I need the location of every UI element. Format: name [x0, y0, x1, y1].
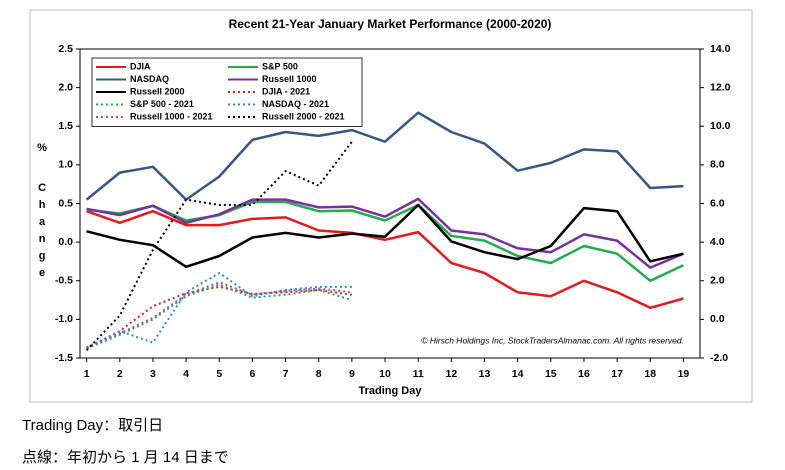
- y-tick-label: 2.5: [58, 43, 73, 55]
- y-tick-label: 0.0: [58, 236, 73, 248]
- y2-tick-label: -2.0: [710, 352, 728, 364]
- y2-tick-label: 2.0: [710, 275, 725, 287]
- legend-box: [91, 57, 363, 127]
- y2-tick-label: 0.0: [710, 313, 725, 325]
- x-tick-label: 1: [84, 368, 90, 380]
- series-line: [86, 281, 353, 349]
- x-tick-label: 4: [183, 368, 189, 380]
- y-tick-label: 2.0: [58, 81, 73, 93]
- x-tick-label: 19: [678, 368, 690, 380]
- y2-tick-label: 14.0: [710, 43, 731, 55]
- legend-label: NASDAQ: [130, 74, 169, 84]
- legend-label: DJIA - 2021: [262, 86, 310, 96]
- x-tick-label: 10: [379, 368, 391, 380]
- x-tick-label: 8: [316, 368, 322, 380]
- note: 点線：年初から 1 月 14 日まで: [22, 449, 229, 466]
- annotation: © Hirsch Holdings Inc, StockTradersAlman…: [421, 335, 684, 345]
- y-tick-label: 0.5: [58, 197, 73, 209]
- legend-label: Russell 1000: [262, 74, 317, 84]
- y2-tick-label: 10.0: [710, 120, 731, 132]
- chart: Recent 21-Year January Market Performanc…: [29, 9, 753, 403]
- y-tick-label: -1.0: [55, 313, 73, 325]
- legend-label: NASDAQ - 2021: [262, 99, 329, 109]
- series-line: [86, 209, 684, 310]
- legend-label: S&P 500 - 2021: [130, 99, 194, 109]
- x-tick-label: 5: [216, 368, 222, 380]
- y2-tick-label: 12.0: [710, 81, 731, 93]
- chart-title: Recent 21-Year January Market Performanc…: [229, 17, 552, 31]
- legend-label: Russell 2000: [130, 86, 185, 96]
- legend-label: DJIA: [130, 61, 151, 71]
- y-tick-label: 1.0: [58, 159, 73, 171]
- series-line: [85, 141, 353, 351]
- legend-label: Russell 2000 - 2021: [262, 111, 345, 121]
- note: Trading Day：取引日: [22, 417, 164, 434]
- y-axis-title: Change: [36, 182, 48, 284]
- x-tick-label: 16: [578, 368, 590, 380]
- y-tick-label: -1.5: [55, 352, 73, 364]
- x-tick-label: 12: [445, 368, 457, 380]
- y2-tick-label: 6.0: [710, 197, 725, 209]
- x-tick-label: 3: [150, 368, 156, 380]
- series-line: [86, 283, 353, 350]
- chart-border: [29, 9, 753, 403]
- y2-tick-label: 8.0: [710, 159, 725, 171]
- series-line: [86, 197, 684, 269]
- x-tick-label: 2: [117, 368, 123, 380]
- y2-tick-label: 4.0: [710, 236, 725, 248]
- series-line: [86, 272, 352, 350]
- y-tick-label: -0.5: [55, 275, 73, 287]
- y-tick-label: 1.5: [58, 120, 73, 132]
- x-tick-label: 7: [283, 368, 289, 380]
- x-tick-label: 13: [479, 368, 491, 380]
- x-tick-label: 9: [349, 368, 355, 380]
- legend-label: Russell 1000 - 2021: [130, 111, 213, 121]
- y-axis-symbol: %: [37, 142, 47, 154]
- x-axis-title: Trading Day: [359, 385, 423, 397]
- series-line: [86, 285, 353, 349]
- x-tick-label: 14: [512, 368, 524, 380]
- legend-label: S&P 500: [262, 61, 298, 71]
- x-tick-label: 18: [644, 368, 656, 380]
- series-line: [86, 203, 684, 269]
- x-tick-label: 15: [545, 368, 557, 380]
- series-line: [86, 200, 684, 283]
- x-tick-label: 6: [249, 368, 255, 380]
- x-tick-label: 17: [611, 368, 623, 380]
- x-tick-label: 11: [413, 368, 424, 380]
